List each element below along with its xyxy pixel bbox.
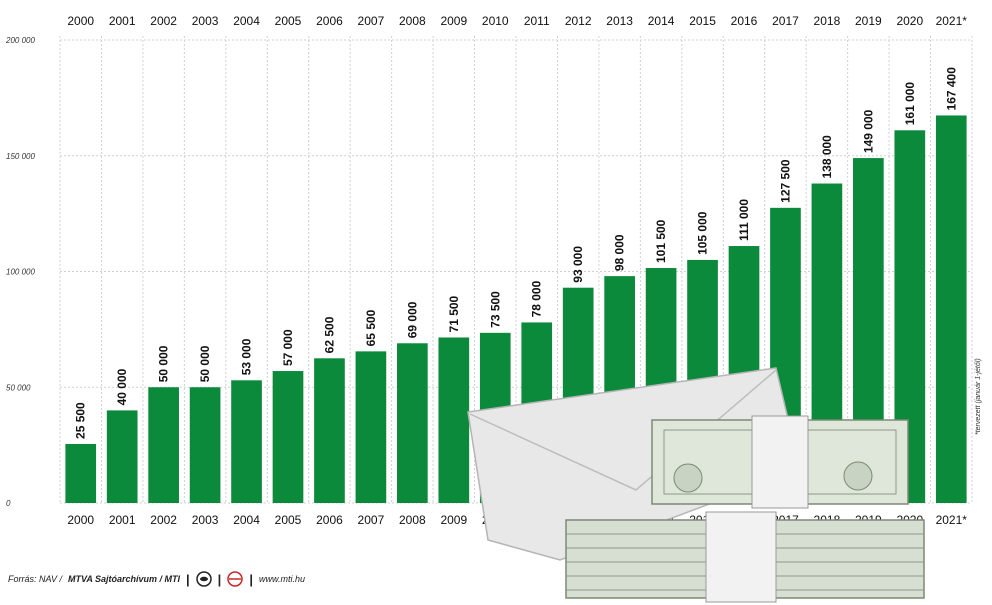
bar-value-label: 69 000	[405, 301, 419, 338]
x-tick-label-bottom: 2003	[192, 513, 219, 527]
separator: |	[217, 571, 222, 587]
bar	[65, 443, 97, 503]
bar	[272, 371, 304, 503]
bar	[106, 410, 138, 503]
x-tick-label-top: 2000	[67, 14, 94, 28]
bar-value-label: 40 000	[115, 368, 129, 405]
bar-value-label: 73 500	[488, 291, 502, 328]
bar-value-label: 50 000	[157, 345, 171, 382]
separator: |	[249, 571, 253, 587]
bar-value-label: 62 500	[322, 316, 336, 353]
x-tick-label-top: 2019	[855, 14, 882, 28]
x-tick-label-top: 2001	[109, 14, 136, 28]
bar-value-label: 71 500	[447, 295, 461, 332]
x-tick-label-top: 2021*	[936, 14, 968, 28]
x-tick-label-bottom: 2001	[109, 513, 136, 527]
x-tick-label-top: 2007	[358, 14, 385, 28]
bar-value-label: 53 000	[240, 338, 254, 375]
y-tick-label: 50 000	[6, 383, 31, 392]
x-tick-label-top: 2015	[689, 14, 716, 28]
bar	[314, 358, 345, 503]
y-tick-label: 150 000	[6, 152, 35, 161]
x-tick-label-bottom: 2008	[399, 513, 426, 527]
y-tick-label: 200 000	[5, 36, 35, 45]
x-tick-label-top: 2016	[731, 14, 758, 28]
x-tick-label-bottom: 2002	[150, 513, 177, 527]
x-tick-label-top: 2018	[814, 14, 841, 28]
x-tick-label-bottom: 2005	[275, 513, 302, 527]
source-footer: Forrás: NAV / MTVA Sajtóarchívum / MTI |…	[8, 569, 305, 589]
money-envelope-illustration	[467, 367, 925, 603]
x-tick-label-top: 2012	[565, 14, 592, 28]
bar-value-label: 57 000	[281, 329, 295, 366]
separator: |	[186, 571, 190, 587]
x-tick-label-top: 2013	[606, 14, 633, 28]
bar-value-label: 161 000	[903, 82, 917, 126]
bar	[397, 343, 428, 503]
x-tick-label-top: 2005	[275, 14, 302, 28]
bar-value-label: 25 500	[74, 402, 88, 439]
bar-value-label: 93 000	[571, 246, 585, 283]
mtva-logo-icon	[195, 571, 212, 587]
bar-value-label: 101 500	[654, 219, 668, 263]
x-tick-label-top: 2017	[772, 14, 799, 28]
bar-value-label: 111 000	[737, 199, 751, 241]
bar-value-label: 138 000	[820, 135, 834, 179]
x-tick-label-top: 2011	[524, 14, 550, 28]
x-tick-label-top: 2008	[399, 14, 426, 28]
x-tick-label-top: 2020	[896, 14, 923, 28]
bar	[231, 380, 262, 503]
x-tick-label-top: 2010	[482, 14, 509, 28]
bar-value-label: 149 000	[861, 109, 875, 153]
top-year-labels: 2000 2001 2002 2003 2004 2005 2006 2007 2008 2009…	[67, 14, 967, 28]
x-tick-label-bottom: 2006	[316, 513, 343, 527]
source-url[interactable]: www.mti.hu	[258, 574, 305, 584]
mti-logo-icon	[227, 571, 244, 587]
bar	[189, 387, 221, 503]
bar-value-label: 105 000	[696, 211, 710, 255]
x-tick-label-top: 2003	[192, 14, 219, 28]
x-tick-label-bottom: 2004	[233, 513, 260, 527]
x-tick-label-bottom: 2000	[67, 513, 94, 527]
bar	[935, 115, 967, 504]
bar-value-label: 98 000	[613, 234, 627, 271]
bar-value-label: 78 000	[530, 280, 544, 317]
y-axis-ticks: 0 50 000 100 000 150 000 200 000	[5, 36, 35, 508]
source-prefix: Forrás: NAV /	[8, 574, 63, 584]
x-tick-label-top: 2006	[316, 14, 343, 28]
x-tick-label-top: 2014	[648, 14, 675, 28]
x-tick-label-top: 2004	[233, 14, 260, 28]
footnote: *tervezett (január 1-jétől)	[975, 358, 982, 435]
x-tick-label-top: 2002	[150, 14, 177, 28]
x-tick-label-bottom: 2021*	[936, 513, 968, 527]
y-tick-label: 100 000	[6, 268, 35, 277]
x-tick-label-bottom: 2007	[358, 513, 385, 527]
bar-value-label: 65 500	[364, 309, 378, 346]
bar	[148, 387, 179, 503]
source-agency: MTVA Sajtóarchívum / MTI	[68, 574, 181, 584]
bar	[355, 351, 387, 503]
x-tick-label-top: 2009	[440, 14, 467, 28]
x-tick-label-bottom: 2009	[440, 513, 467, 527]
bar	[438, 337, 470, 503]
bar-value-label: 127 500	[778, 159, 792, 203]
bar-value-label: 50 000	[198, 345, 212, 382]
bar-value-label: 167 400	[944, 67, 958, 111]
y-tick-label: 0	[6, 499, 11, 508]
